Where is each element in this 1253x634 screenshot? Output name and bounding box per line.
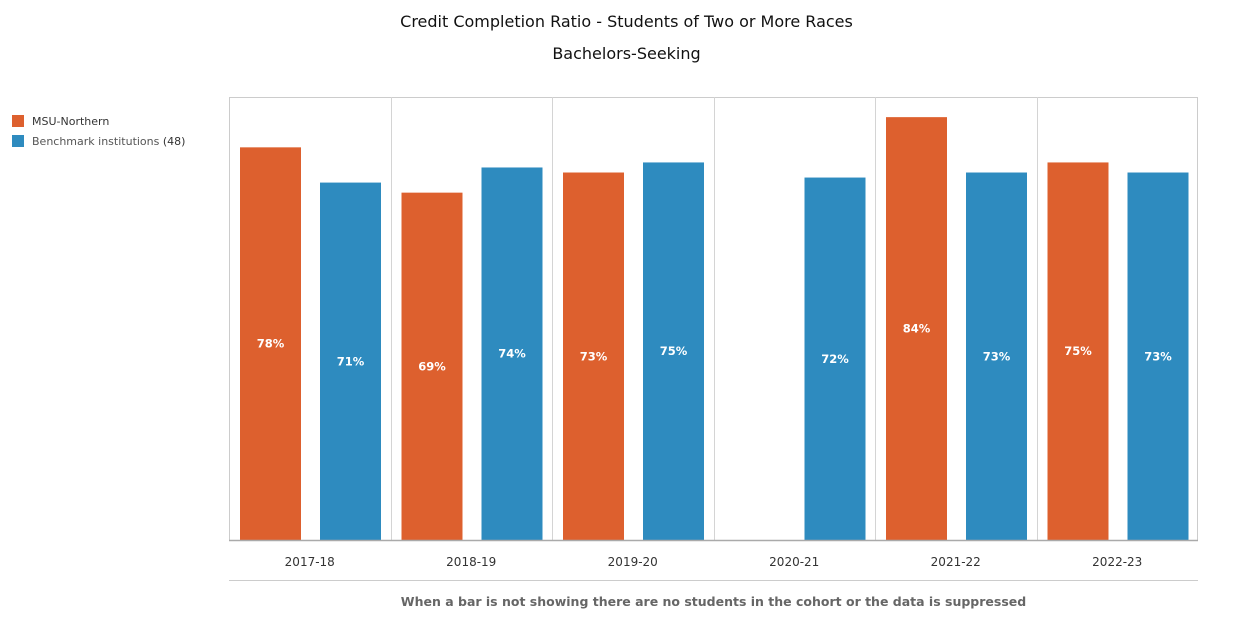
- data-label: 71%: [337, 354, 365, 368]
- legend-item-benchmark[interactable]: Benchmark institutions (48): [12, 131, 185, 151]
- legend-swatch: [12, 135, 24, 147]
- legend-label: Benchmark institutions: [32, 134, 160, 148]
- chart-title: Credit Completion Ratio - Students of Tw…: [400, 12, 853, 31]
- data-label: 75%: [1064, 344, 1092, 358]
- x-tick-label: 2019-20: [608, 555, 658, 569]
- bar-msu-northern-2021-22: [886, 117, 947, 541]
- bar-benchmark-2017-18: [320, 182, 381, 541]
- bar-benchmark-2021-22: [966, 172, 1027, 541]
- x-tick-label: 2018-19: [446, 555, 496, 569]
- data-label: 73%: [983, 349, 1011, 363]
- data-label: 73%: [580, 349, 608, 363]
- x-tick-label: 2022-23: [1092, 555, 1142, 569]
- data-label: 74%: [498, 347, 526, 361]
- x-tick-label: 2017-18: [285, 555, 335, 569]
- data-label: 69%: [418, 359, 446, 373]
- data-label: 72%: [821, 352, 849, 366]
- data-label: 75%: [660, 344, 688, 358]
- bar-benchmark-2018-19: [481, 167, 543, 540]
- legend-item-msu-northern[interactable]: MSU-Northern: [12, 111, 185, 131]
- x-tick-label: 2020-21: [769, 555, 819, 569]
- chart-subtitle: Bachelors-Seeking: [552, 44, 701, 63]
- footer-note: When a bar is not showing there are no s…: [400, 594, 1027, 609]
- bar-msu-northern-2017-18: [240, 147, 301, 540]
- bar-benchmark-2019-20: [643, 162, 704, 540]
- bar-msu-northern-2022-23: [1047, 162, 1109, 540]
- data-label: 73%: [1144, 349, 1172, 363]
- legend: MSU-Northern Benchmark institutions (48): [12, 111, 185, 151]
- legend-count: (48): [162, 134, 186, 148]
- bar-benchmark-2020-21: [804, 177, 866, 540]
- bar-msu-northern-2019-20: [563, 172, 624, 541]
- bar-benchmark-2022-23: [1127, 172, 1189, 541]
- data-label: 84%: [903, 322, 931, 336]
- legend-swatch: [12, 115, 24, 127]
- bar-msu-northern-2018-19: [401, 192, 463, 541]
- data-label: 78%: [257, 337, 285, 351]
- x-tick-label: 2021-22: [931, 555, 981, 569]
- legend-label: MSU-Northern: [32, 114, 110, 128]
